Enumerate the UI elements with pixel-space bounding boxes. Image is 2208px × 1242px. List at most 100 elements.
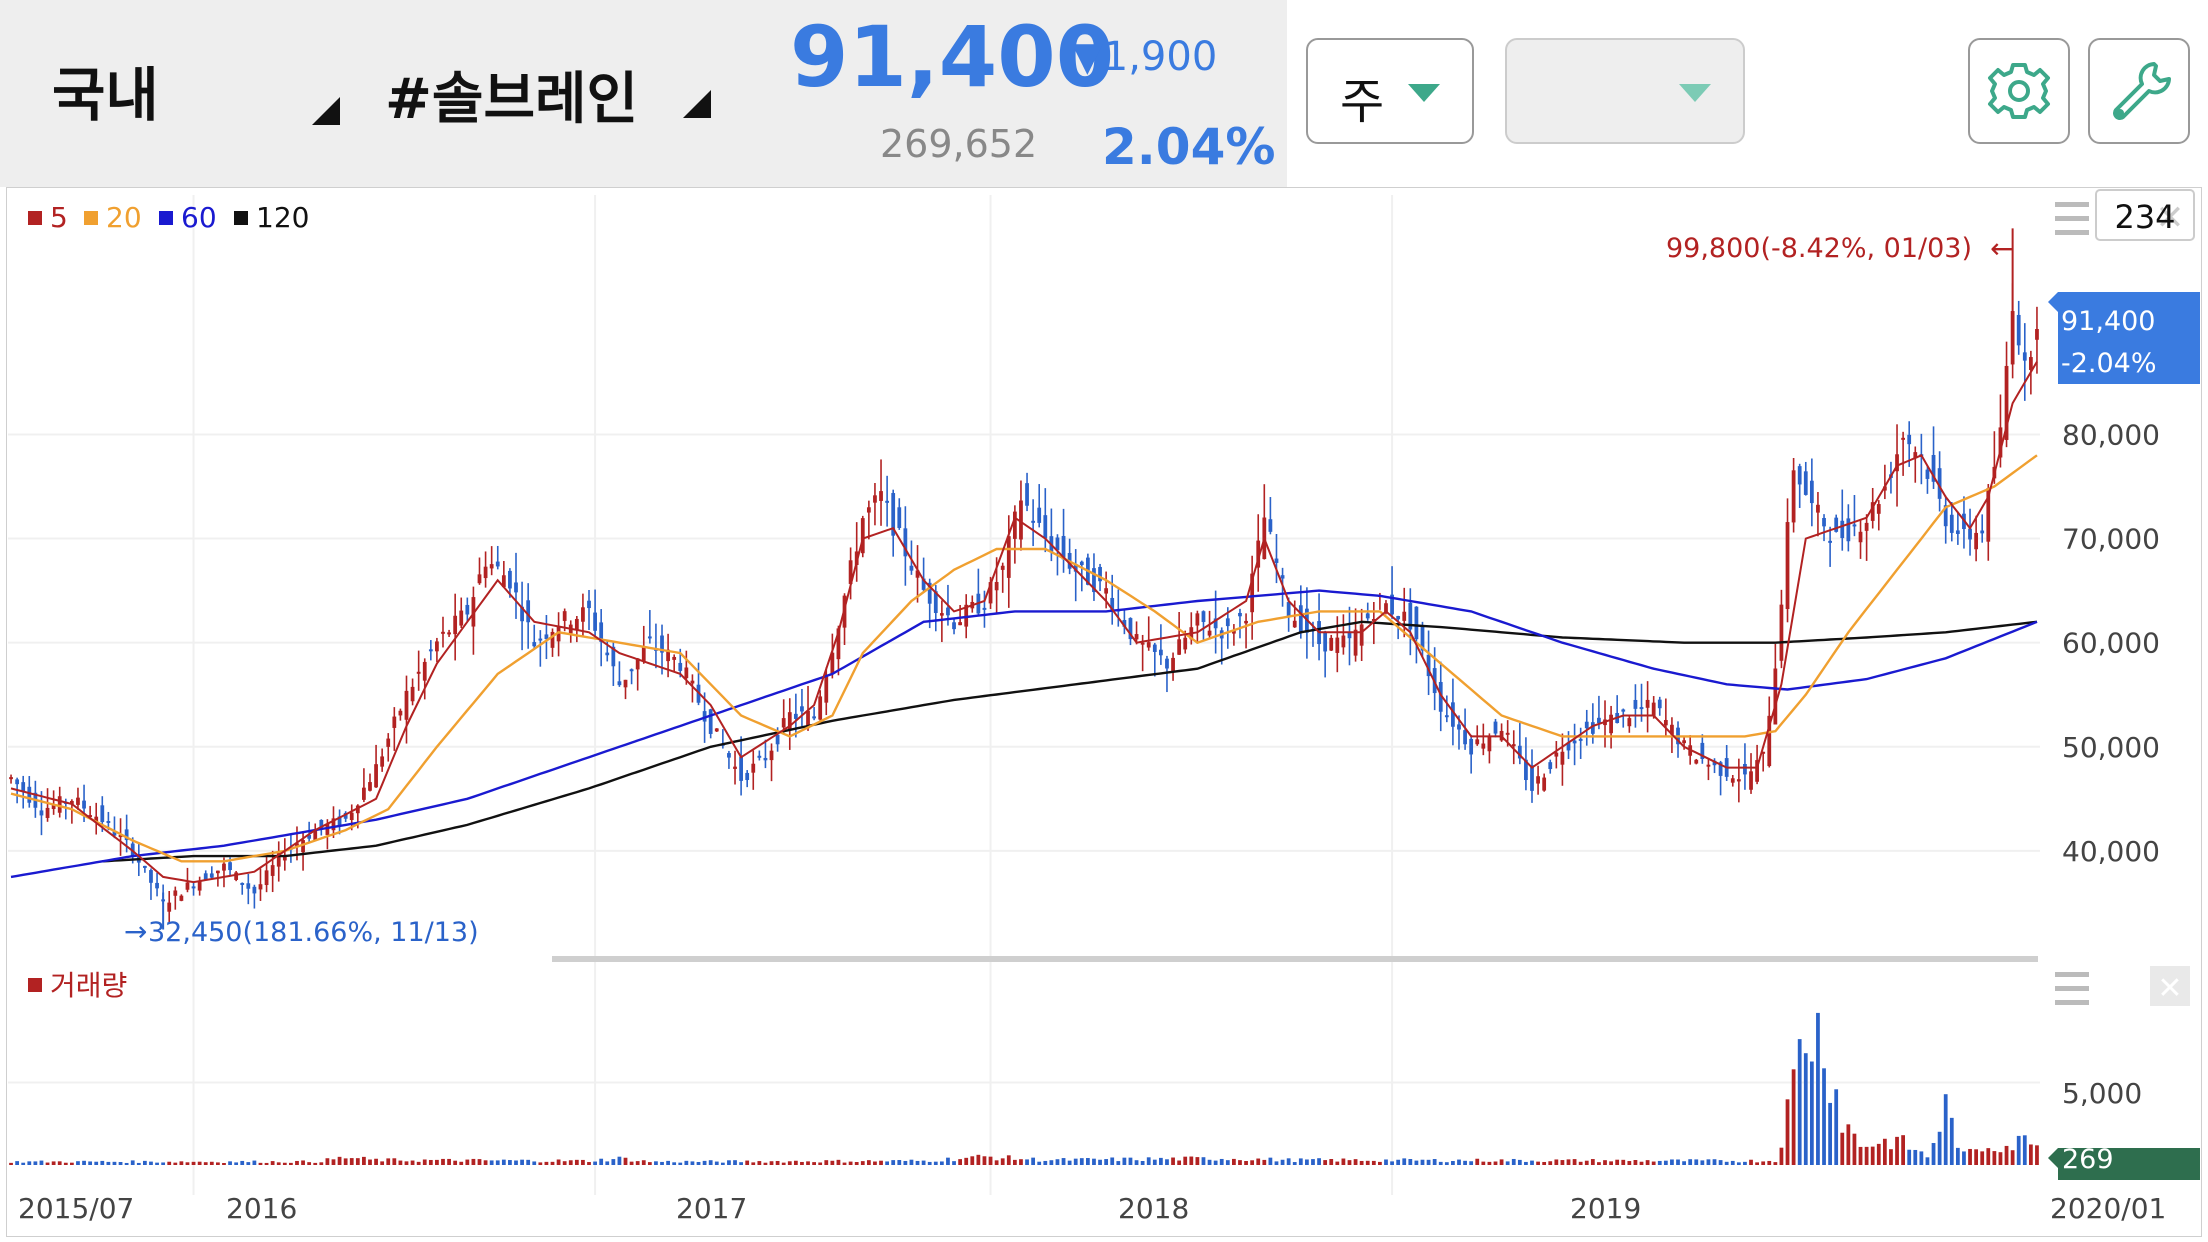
volume-bar xyxy=(611,1159,616,1165)
candle-body xyxy=(185,882,190,890)
x-axis-tick: 2016 xyxy=(226,1192,297,1225)
candle-body xyxy=(1590,722,1595,734)
volume-bar xyxy=(544,1161,549,1165)
candle-body xyxy=(939,613,944,616)
candle-body xyxy=(1006,536,1011,578)
candle-body xyxy=(100,805,105,823)
volume-bar xyxy=(428,1159,433,1165)
candle-body xyxy=(848,560,853,584)
volume-bar xyxy=(1584,1160,1589,1165)
volume-bar xyxy=(1298,1158,1303,1165)
candle-body xyxy=(325,823,330,835)
candle-body xyxy=(751,763,756,773)
volume-bar xyxy=(1943,1094,1948,1165)
candle-body xyxy=(806,710,810,729)
candle-body xyxy=(1682,740,1686,744)
volume-bar xyxy=(1773,1162,1778,1165)
volume-bar xyxy=(459,1161,464,1165)
volume-bar xyxy=(921,1160,926,1165)
volume-bar xyxy=(1073,1158,1078,1165)
candle-body xyxy=(1000,565,1005,570)
volume-bar xyxy=(702,1160,707,1165)
volume-bar xyxy=(289,1162,293,1165)
candle-body xyxy=(508,570,512,589)
candle-body xyxy=(1457,724,1461,730)
volume-bar xyxy=(842,1162,847,1165)
candle-body xyxy=(641,647,646,662)
volume-legend-label: 거래량 xyxy=(50,969,127,1002)
candle-body xyxy=(1876,504,1881,514)
volume-bar xyxy=(319,1162,324,1165)
ma60-line xyxy=(10,589,2038,879)
volume-bar xyxy=(282,1162,287,1165)
candle-body xyxy=(447,632,451,635)
volume-bar xyxy=(1645,1160,1650,1165)
volume-bar xyxy=(1365,1160,1370,1165)
volume-bar xyxy=(337,1156,342,1165)
stock-name-selector[interactable]: #솔브레인 xyxy=(385,67,639,132)
candle-body xyxy=(678,662,683,671)
candle-body xyxy=(1396,616,1401,620)
volume-bar xyxy=(982,1156,987,1165)
ma120-line xyxy=(102,620,2038,863)
price-panel-menu-icon[interactable] xyxy=(2055,202,2089,235)
candle-body xyxy=(1481,743,1486,749)
price-y-tick: 40,000 xyxy=(2062,835,2160,868)
candle-body xyxy=(666,649,670,662)
volume-bar xyxy=(1840,1132,1845,1165)
volume-bar xyxy=(1803,1053,1808,1165)
volume-bar xyxy=(1688,1159,1693,1165)
volume-bar xyxy=(526,1159,531,1165)
volume-bar xyxy=(1962,1151,1966,1165)
volume-bar xyxy=(1177,1160,1182,1165)
period-select[interactable]: 주 xyxy=(1306,38,1474,144)
volume-bar xyxy=(879,1160,883,1165)
panel-divider[interactable] xyxy=(552,956,2038,962)
volume-bar xyxy=(270,1161,275,1165)
volume-bar xyxy=(1067,1160,1072,1165)
candle-body xyxy=(1292,620,1297,628)
volume-bar xyxy=(1335,1161,1340,1165)
period-select-value: 주 xyxy=(1340,74,1385,130)
volume-bar xyxy=(209,1161,214,1165)
tools-button[interactable] xyxy=(2088,38,2190,144)
candle-body xyxy=(1968,528,1972,540)
volume-bar xyxy=(1767,1160,1772,1165)
candle-body xyxy=(246,883,251,889)
volume-bar xyxy=(82,1160,86,1165)
candle-body xyxy=(818,696,823,720)
candle-body xyxy=(301,840,305,853)
candle-body xyxy=(994,581,999,591)
volume-bar xyxy=(416,1161,421,1165)
candle-body xyxy=(879,491,883,501)
close-icon[interactable]: ✕ xyxy=(2156,198,2185,238)
volume-bar xyxy=(1438,1161,1443,1165)
candle-body xyxy=(1755,760,1759,782)
volume-bar xyxy=(1353,1159,1358,1165)
volume-bar xyxy=(1980,1151,1985,1165)
volume-bar xyxy=(1700,1160,1705,1165)
candle-body xyxy=(617,681,622,686)
candle-body xyxy=(264,870,269,886)
volume-bar xyxy=(514,1160,518,1165)
settings-button[interactable] xyxy=(1968,38,2070,144)
volume-bar xyxy=(635,1161,640,1165)
volume-bar xyxy=(301,1160,305,1165)
market-selector[interactable]: 국내 xyxy=(52,61,159,129)
candle-body xyxy=(1505,732,1510,735)
volume-panel-menu-icon[interactable] xyxy=(2055,972,2089,1005)
market-dropdown-icon[interactable] xyxy=(312,97,340,125)
candle-body xyxy=(1524,759,1528,781)
stock-dropdown-icon[interactable] xyxy=(683,90,711,118)
candle-body xyxy=(435,641,439,652)
candle-body xyxy=(532,642,537,647)
close-icon[interactable]: ✕ xyxy=(2157,971,2182,1006)
volume-bar xyxy=(57,1161,62,1165)
volume-bar xyxy=(520,1159,524,1165)
indicator-select[interactable] xyxy=(1505,38,1745,144)
volume-bar xyxy=(1305,1159,1309,1165)
candle-body xyxy=(1511,744,1516,747)
visible-count-box[interactable] xyxy=(2095,189,2195,241)
volume-close-button[interactable] xyxy=(2150,966,2190,1006)
